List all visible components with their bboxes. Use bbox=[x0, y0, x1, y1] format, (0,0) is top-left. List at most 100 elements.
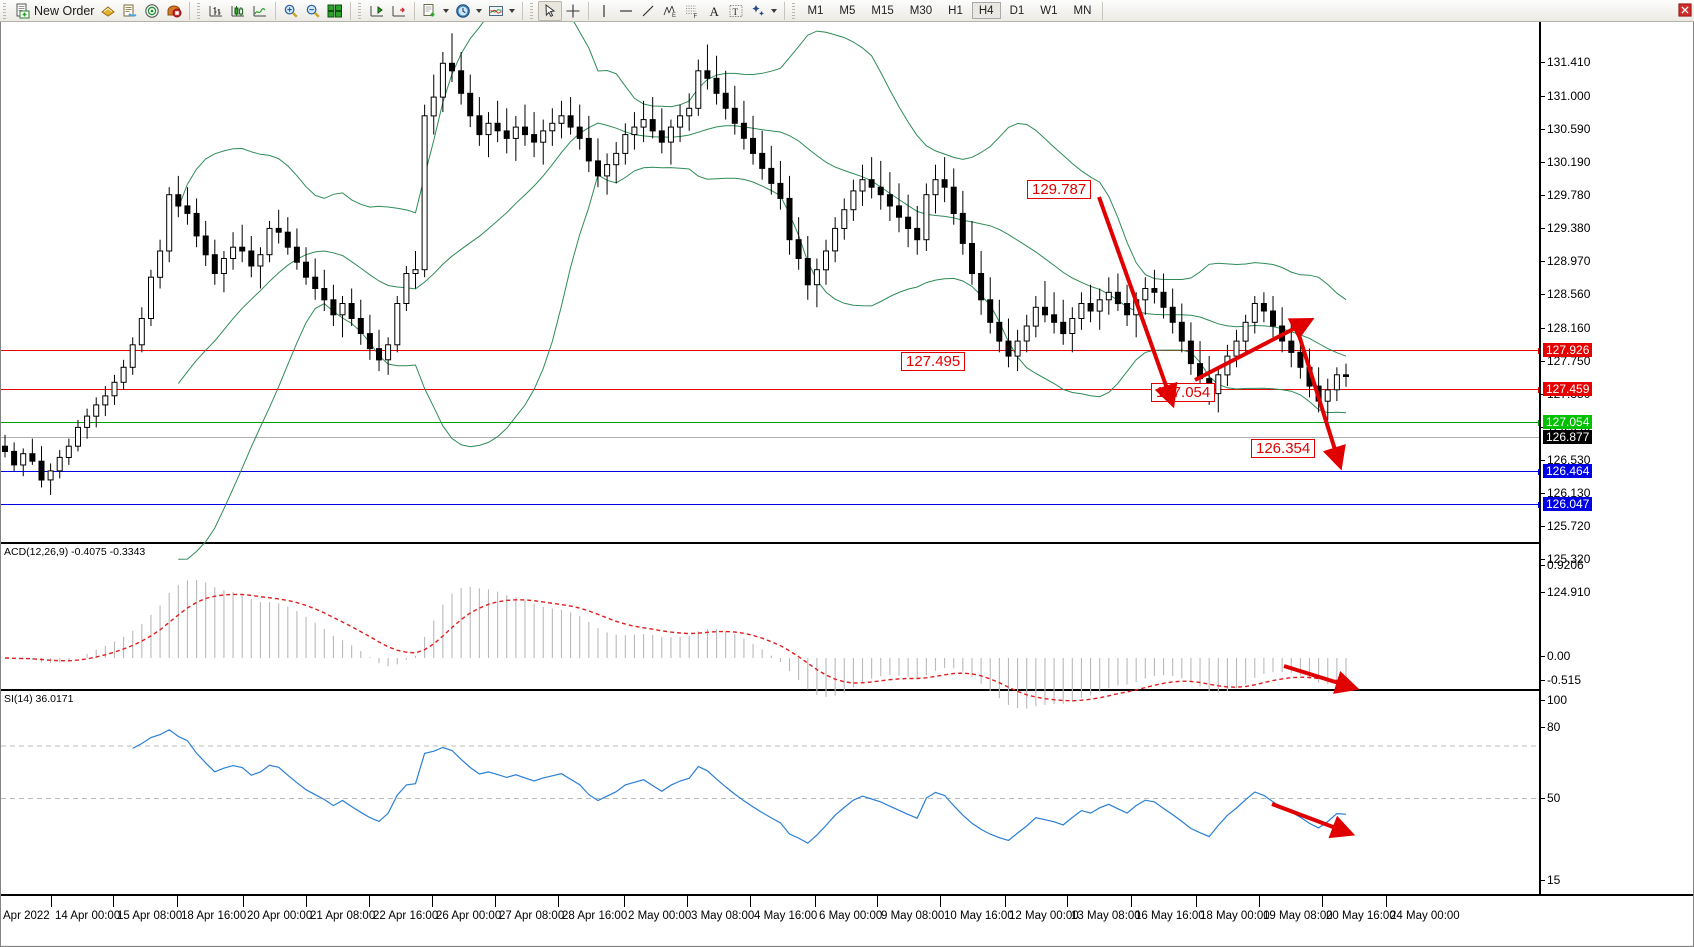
price-annotation-label[interactable]: 126.354 bbox=[1251, 439, 1316, 458]
time-axis[interactable]: Apr 2022 14 Apr 00:00 15 Apr 08:00 18 Apr 1… bbox=[1, 894, 1693, 945]
cursor-button[interactable] bbox=[538, 0, 563, 21]
period-icon bbox=[456, 3, 471, 18]
indicators-button[interactable] bbox=[485, 1, 518, 21]
templates-button[interactable] bbox=[419, 1, 452, 21]
templates-caret-icon[interactable] bbox=[443, 8, 450, 13]
text-button[interactable]: A bbox=[703, 1, 725, 21]
price-pane[interactable] bbox=[1, 22, 1693, 560]
data-window-button[interactable] bbox=[119, 1, 141, 21]
x-tick-label: 26 Apr 00:00 bbox=[431, 896, 502, 922]
expert-advisors-button[interactable] bbox=[97, 1, 119, 21]
zoom-out-button[interactable] bbox=[302, 1, 324, 21]
period-caret-icon[interactable] bbox=[476, 8, 483, 13]
elliott-wave-button[interactable]: E bbox=[659, 1, 681, 21]
period-button[interactable] bbox=[452, 1, 485, 21]
y-tick-label: 131.000 bbox=[1540, 89, 1591, 103]
y-tick-label: 15 bbox=[1540, 873, 1561, 887]
price-level-badge[interactable]: 127.926 bbox=[1543, 343, 1593, 357]
y-tick-label: 130.590 bbox=[1540, 122, 1591, 136]
trendline-button[interactable] bbox=[637, 1, 659, 21]
y-tick-label: 131.410 bbox=[1540, 55, 1591, 69]
rsi-pane[interactable]: SI(14) 36.0171 bbox=[1, 689, 1693, 894]
expert-advisors-icon bbox=[101, 5, 116, 17]
price-level-badge[interactable]: 126.047 bbox=[1543, 497, 1593, 511]
x-tick-label: 14 Apr 00:00 bbox=[50, 896, 121, 922]
fibonacci-icon: F bbox=[686, 5, 698, 19]
timeframe-m5[interactable]: M5 bbox=[839, 5, 856, 17]
shift-grip[interactable] bbox=[357, 1, 365, 20]
x-tick-label: 18 May 00:00 bbox=[1196, 896, 1270, 922]
horizontal-line-button[interactable] bbox=[615, 1, 637, 21]
price-level-line[interactable] bbox=[1, 437, 1541, 438]
chart-shift-button[interactable] bbox=[366, 1, 388, 21]
timeframe-grip[interactable] bbox=[791, 1, 799, 20]
timeframe-m30[interactable]: M30 bbox=[909, 5, 933, 17]
line-chart-button[interactable] bbox=[249, 1, 271, 21]
text-label-button[interactable]: T bbox=[725, 1, 747, 21]
price-annotation-label[interactable]: 127.495 bbox=[901, 352, 966, 371]
rsi-arrow[interactable] bbox=[1271, 802, 1356, 839]
autotrading-button[interactable] bbox=[163, 1, 185, 21]
timeframe-group: M1 M5 M15 M30 H1 H4 D1 W1 MN bbox=[800, 2, 1098, 19]
timeframe-m1[interactable]: M1 bbox=[807, 5, 824, 17]
shapes-caret-icon[interactable] bbox=[771, 8, 778, 13]
y-tick-label: 128.160 bbox=[1540, 321, 1591, 335]
shapes-button[interactable] bbox=[747, 1, 780, 21]
x-tick-label: 21 Apr 08:00 bbox=[305, 896, 376, 922]
horizontal-scrollbar[interactable] bbox=[1, 944, 1693, 946]
chart-type-grip[interactable] bbox=[196, 1, 204, 20]
x-tick-label: 28 Apr 16:00 bbox=[557, 896, 628, 922]
timeframe-w1[interactable]: W1 bbox=[1040, 5, 1058, 17]
y-tick-label: 124.910 bbox=[1540, 585, 1591, 599]
chart-shift-icon bbox=[370, 5, 384, 16]
price-annotation-label[interactable]: 129.787 bbox=[1027, 180, 1092, 199]
y-tick-label: 129.780 bbox=[1540, 188, 1591, 202]
macd-arrow[interactable] bbox=[1283, 664, 1360, 694]
x-tick-label: 6 May 00:00 bbox=[814, 896, 883, 922]
timeframe-d1[interactable]: D1 bbox=[1009, 5, 1025, 17]
x-tick-label: 3 May 08:00 bbox=[686, 896, 755, 922]
zoom-in-button[interactable] bbox=[280, 1, 302, 21]
toolbar-grip[interactable] bbox=[2, 1, 9, 20]
candlestick-chart-button[interactable] bbox=[227, 1, 249, 21]
indicators-caret-icon[interactable] bbox=[509, 8, 516, 13]
x-tick-label: 22 Apr 16:00 bbox=[368, 896, 439, 922]
price-level-badge[interactable]: 127.459 bbox=[1543, 382, 1593, 396]
fibonacci-button[interactable]: F bbox=[681, 1, 703, 21]
signals-button[interactable] bbox=[141, 1, 163, 21]
downtrend-arrow-2[interactable] bbox=[1194, 317, 1315, 382]
bar-chart-button[interactable] bbox=[205, 1, 227, 21]
price-level-badge[interactable]: 126.877 bbox=[1543, 430, 1593, 444]
chart-window[interactable]: USDJPY-,H4 126.870 126.885 126.742 126.8… bbox=[0, 22, 1694, 947]
vertical-line-icon bbox=[603, 4, 606, 17]
vertical-line-button[interactable] bbox=[593, 1, 615, 21]
y-tick-label: 126.530 bbox=[1540, 453, 1591, 467]
timeframe-mn[interactable]: MN bbox=[1073, 5, 1092, 17]
signals-icon bbox=[145, 3, 160, 18]
y-tick-label: 128.970 bbox=[1540, 254, 1591, 268]
new-order-button[interactable]: New Order bbox=[11, 1, 97, 21]
x-tick-label: 27 Apr 08:00 bbox=[494, 896, 565, 922]
price-level-badge[interactable]: 126.464 bbox=[1543, 464, 1593, 478]
timeframe-h1[interactable]: H1 bbox=[948, 5, 963, 17]
text-label-icon: T bbox=[729, 4, 743, 17]
trend-arrows-layer bbox=[1097, 196, 1360, 839]
price-level-badge[interactable]: 127.054 bbox=[1543, 415, 1593, 429]
tile-windows-button[interactable] bbox=[324, 1, 346, 21]
auto-scroll-button[interactable] bbox=[388, 1, 410, 21]
x-tick-label: 16 May 16:00 bbox=[1131, 896, 1205, 922]
price-axis[interactable]: 131.410 131.000 130.590 130.190 129.780 129.3… bbox=[1539, 22, 1693, 894]
x-tick-label: 15 Apr 08:00 bbox=[112, 896, 183, 922]
downtrend-arrow-1[interactable] bbox=[1097, 196, 1178, 409]
y-tick-label: 129.380 bbox=[1540, 221, 1591, 235]
downtrend-arrow-3[interactable] bbox=[1296, 331, 1346, 471]
timeframe-h4[interactable]: H4 bbox=[971, 2, 1001, 19]
new-order-icon bbox=[16, 3, 30, 18]
crosshair-button[interactable] bbox=[562, 1, 584, 21]
main-toolbar: New Order bbox=[0, 0, 1694, 22]
close-icon[interactable] bbox=[1678, 3, 1692, 17]
drawing-grip[interactable] bbox=[529, 1, 537, 20]
macd-pane[interactable]: ACD(12,26,9) -0.4075 -0.3343 bbox=[1, 542, 1693, 709]
timeframe-m15[interactable]: M15 bbox=[871, 5, 894, 17]
